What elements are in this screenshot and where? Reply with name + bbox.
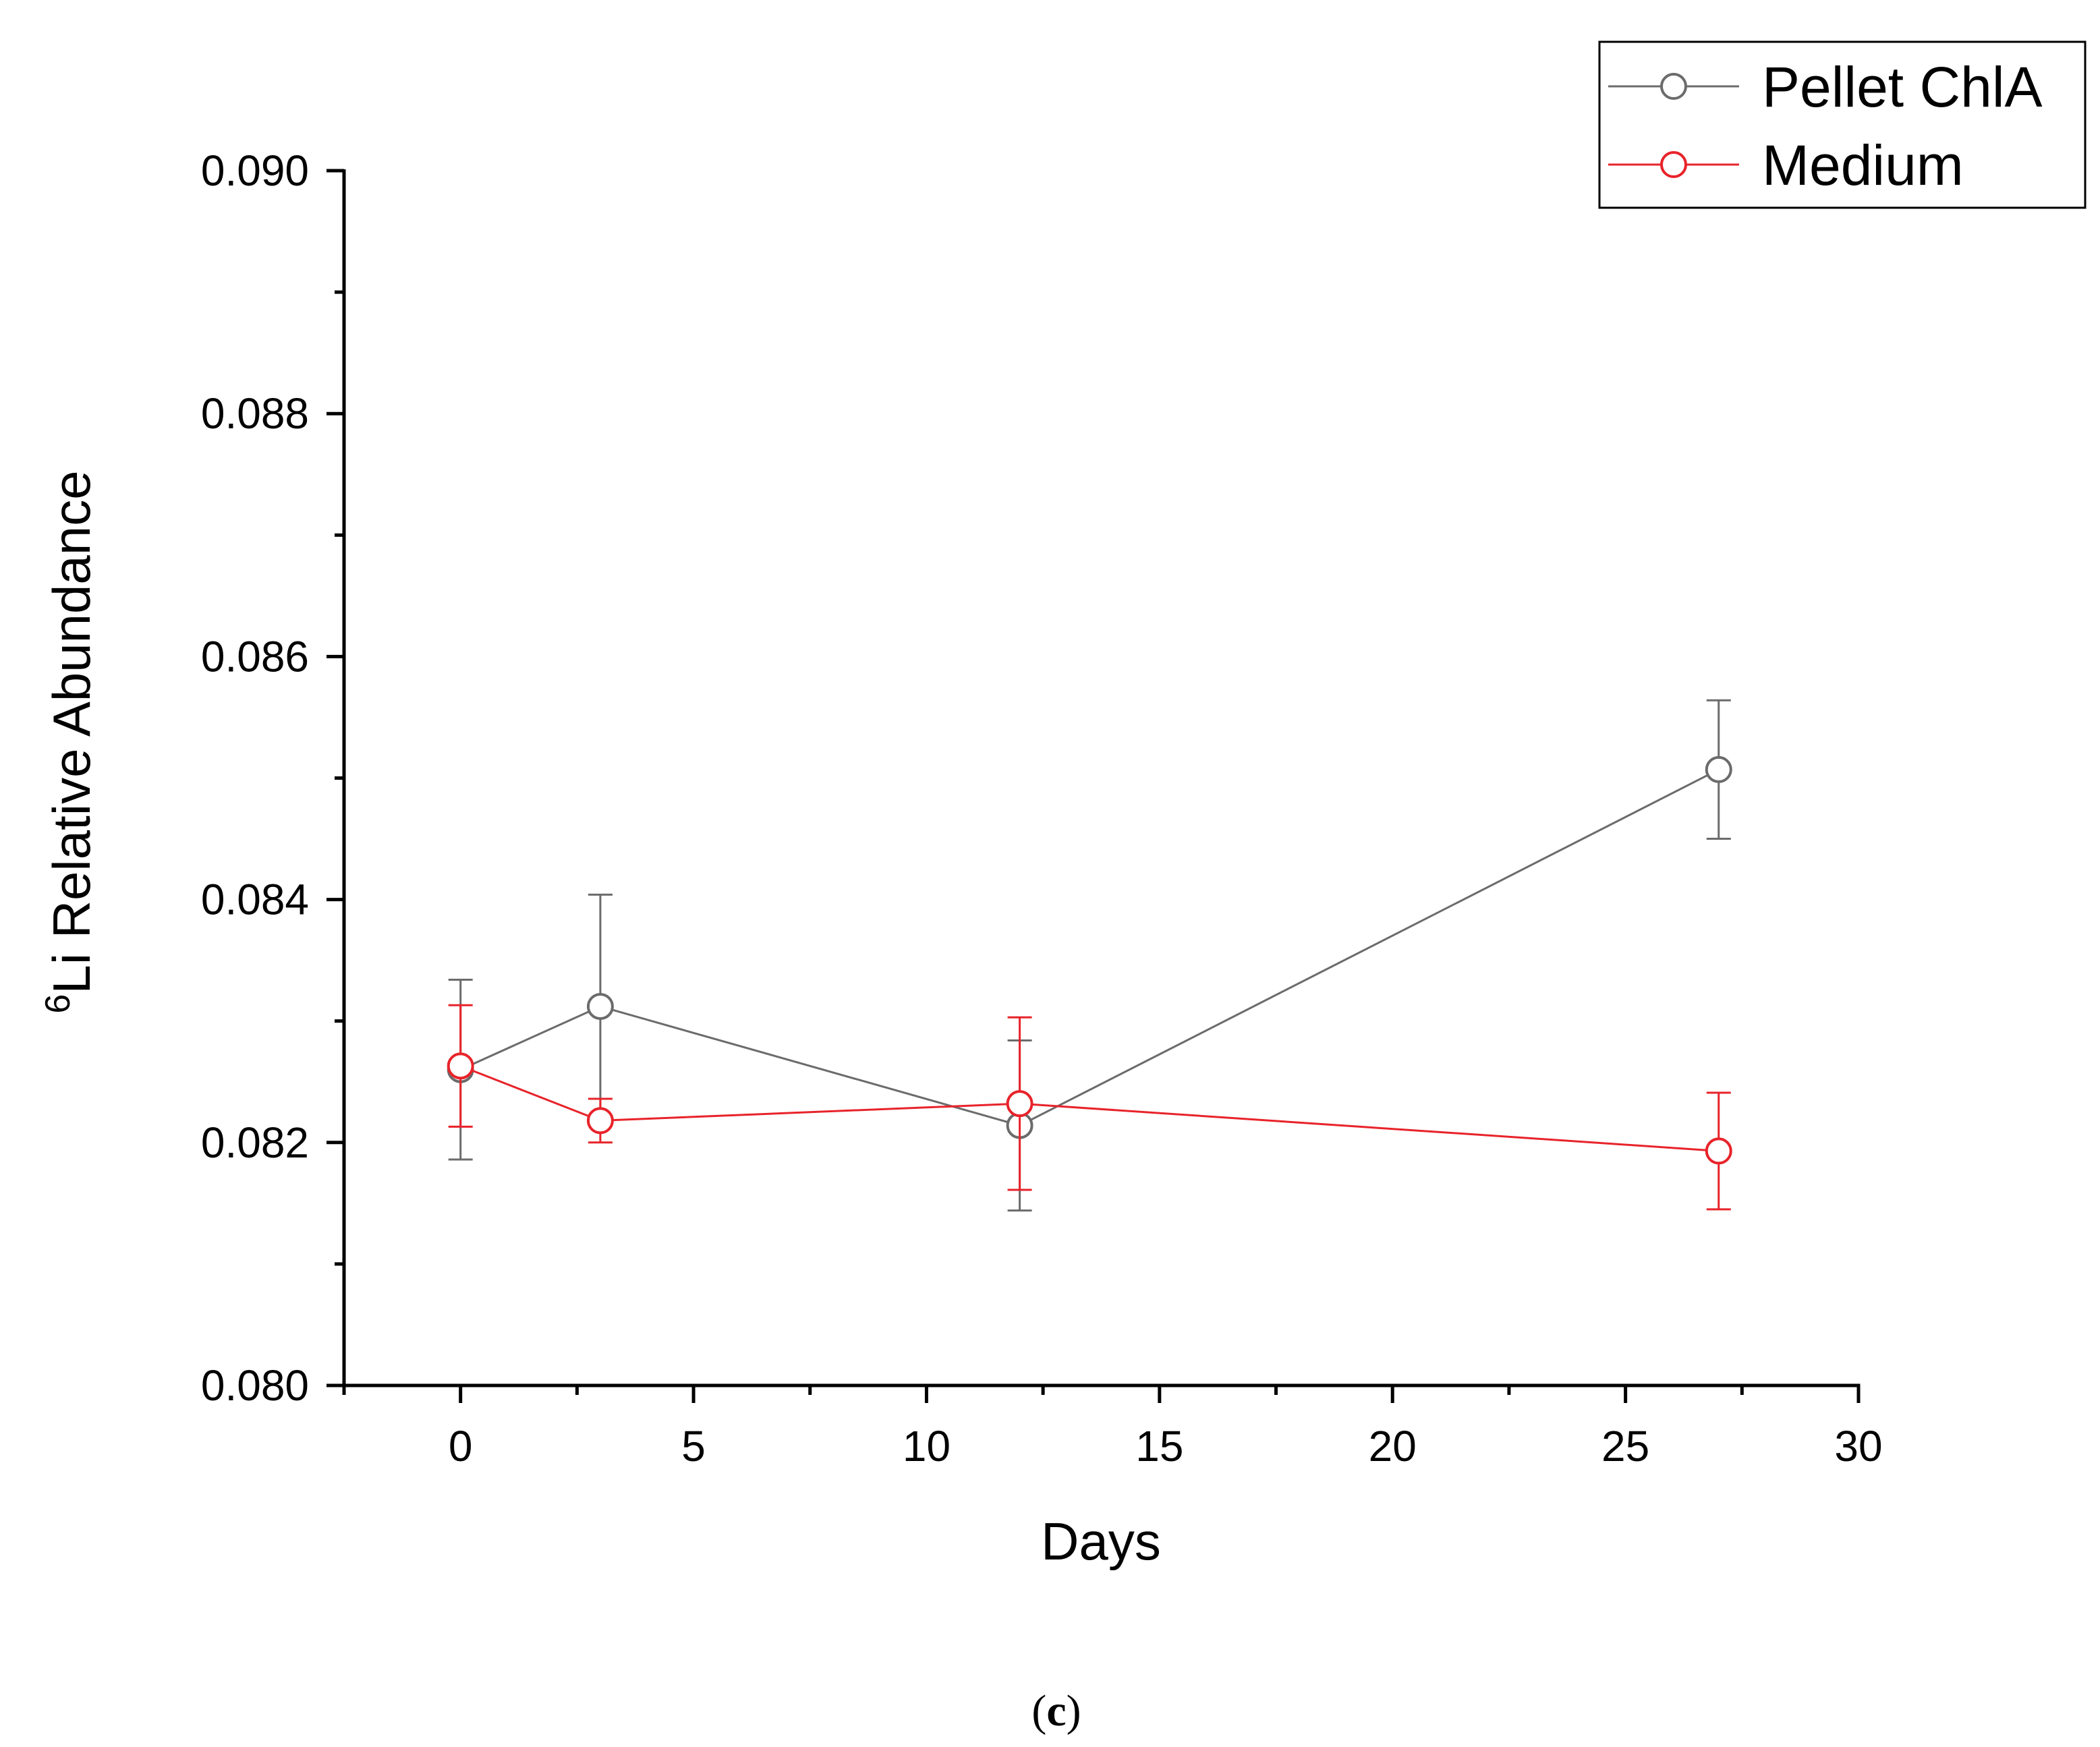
x-axis-title: Days <box>1041 1512 1161 1571</box>
x-tick-label: 30 <box>1834 1422 1882 1470</box>
x-tick-label: 15 <box>1135 1422 1183 1470</box>
data-point <box>447 1052 474 1080</box>
figure-caption: (c) <box>1031 1686 1081 1736</box>
series-layer <box>447 699 1732 1212</box>
y-axis-title-text: Li Relative Abundance <box>42 470 101 994</box>
series-line <box>460 1064 1719 1152</box>
legend-box <box>1598 40 2087 209</box>
legend-entry-medium: Medium <box>1608 134 1964 197</box>
y-axis-title-superscript: 6 <box>38 994 78 1014</box>
legend: Pellet ChlA Medium <box>1598 40 2087 209</box>
data-point <box>1006 1090 1033 1118</box>
y-tick-label: 0.080 <box>201 1361 309 1410</box>
legend-label: Pellet ChlA <box>1762 55 2043 119</box>
y-tick-label: 0.090 <box>201 146 309 195</box>
y-tick-label: 0.086 <box>201 632 309 681</box>
y-tick-label: 0.082 <box>201 1118 309 1167</box>
y-tick-label: 0.084 <box>201 876 309 924</box>
axes: 0.080 0.082 0.084 0.086 0.088 0.090 0 5 10 15 20 25… <box>201 146 1883 1470</box>
data-point <box>586 993 614 1021</box>
series-line <box>460 768 1720 1127</box>
x-tick-label: 0 <box>449 1422 473 1470</box>
x-tick-label: 10 <box>903 1422 950 1470</box>
x-tick-label: 20 <box>1369 1422 1417 1470</box>
data-point <box>1705 755 1732 783</box>
legend-marker <box>1660 73 1687 100</box>
legend-marker <box>1660 151 1687 178</box>
data-point <box>586 1107 614 1135</box>
data-point <box>1705 1137 1732 1165</box>
x-tick-label: 5 <box>681 1422 706 1470</box>
legend-label: Medium <box>1762 134 1964 197</box>
legend-entry-pellet-chla: Pellet ChlA <box>1608 55 2043 119</box>
series-medium <box>447 1004 1732 1211</box>
caption-open-paren: ( <box>1031 1686 1046 1736</box>
caption-close-paren: ) <box>1067 1686 1081 1736</box>
x-tick-label: 25 <box>1601 1422 1649 1470</box>
caption-letter: c <box>1046 1686 1066 1736</box>
y-axis-title: 6Li Relative Abundance <box>38 470 101 1013</box>
y-tick-label: 0.088 <box>201 389 309 438</box>
legend-entries: Pellet ChlA Medium <box>1608 55 2043 197</box>
